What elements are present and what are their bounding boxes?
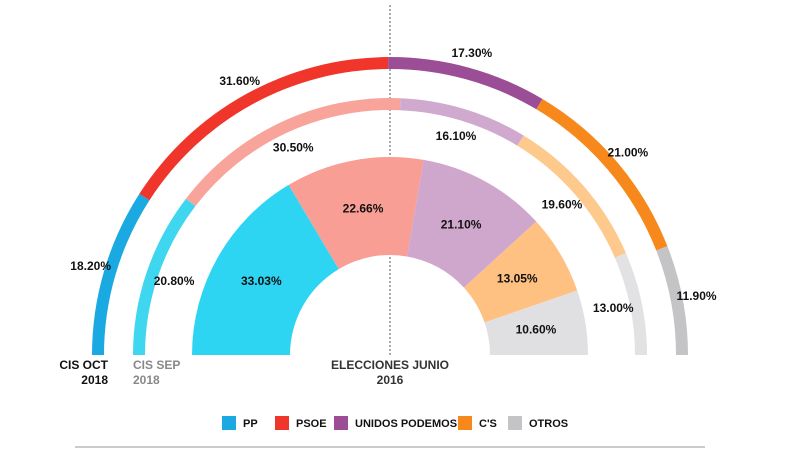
legend-swatch: [334, 416, 348, 430]
value-label: 21.00%: [608, 145, 649, 159]
segment: [139, 57, 389, 201]
legend-label: PSOE: [296, 418, 327, 430]
value-label: 31.60%: [219, 74, 260, 88]
value-label: 30.50%: [273, 141, 314, 155]
legend-label: OTROS: [529, 418, 568, 430]
value-label: 19.60%: [542, 197, 583, 211]
value-label: 20.80%: [154, 274, 195, 288]
segment: [484, 290, 588, 355]
segment: [133, 198, 196, 355]
legend-swatch: [508, 416, 522, 430]
segment: [92, 193, 150, 355]
value-label: 22.66%: [343, 202, 384, 216]
legend-label: PP: [243, 418, 258, 430]
legend-swatch: [275, 416, 289, 430]
legend-label: C'S: [479, 418, 497, 430]
legend-label: UNIDOS PODEMOS: [355, 418, 457, 430]
value-label: 17.30%: [452, 46, 493, 60]
legend-swatch: [222, 416, 236, 430]
segment: [614, 252, 647, 355]
segment: [288, 157, 424, 270]
value-label: 16.10%: [436, 129, 477, 143]
value-label: 13.05%: [497, 272, 538, 286]
segment: [536, 98, 668, 251]
segment: [407, 159, 537, 288]
value-label: 13.00%: [593, 301, 634, 315]
value-label: 18.20%: [70, 259, 111, 273]
segment: [388, 57, 543, 110]
segment: [517, 135, 626, 258]
segment: [400, 98, 524, 146]
ring-label: CIS SEP 2018: [133, 358, 181, 387]
segment: [463, 221, 578, 323]
segment: [656, 246, 688, 355]
value-label: 11.90%: [677, 289, 717, 303]
segment: [192, 184, 339, 355]
value-label: 10.60%: [516, 323, 557, 337]
ring-label: ELECCIONES JUNIO 2016: [330, 358, 450, 387]
legend-swatch: [458, 416, 472, 430]
value-label: 21.10%: [441, 217, 482, 231]
value-label: 33.03%: [241, 274, 282, 288]
segment: [185, 97, 401, 207]
ring-label: CIS OCT 2018: [59, 358, 108, 387]
